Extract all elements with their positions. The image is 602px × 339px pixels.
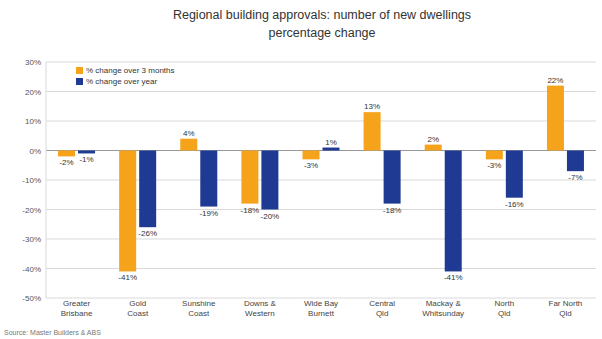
y-tick-label: -30% [22, 235, 41, 244]
x-tick-line: North [495, 299, 515, 308]
bar [425, 145, 442, 151]
grid-line [46, 91, 596, 92]
x-tick-line: Greater [63, 299, 90, 308]
bar [200, 151, 217, 207]
data-label: -2% [59, 158, 73, 167]
bar [486, 151, 503, 160]
x-tick-line: Coast [127, 309, 149, 318]
title-line: Regional building approvals: number of n… [173, 8, 471, 22]
chart: Regional building approvals: number of n… [0, 0, 602, 339]
x-tick-label: SunshineCoast [182, 299, 216, 318]
y-tick-label: -50% [22, 294, 41, 303]
y-axis [46, 62, 47, 298]
bar [180, 139, 197, 151]
data-label: -16% [505, 200, 524, 209]
background [0, 0, 602, 339]
data-label: -19% [199, 209, 218, 218]
bars [58, 86, 584, 272]
x-tick-line: Qld [559, 309, 571, 318]
x-tick-line: Qld [376, 309, 388, 318]
legend-swatch [76, 78, 83, 85]
x-tick-label: GoldCoast [127, 299, 149, 318]
data-label: 22% [547, 76, 563, 85]
x-tick-line: Downs & [244, 299, 277, 308]
x-tick-line: Whitsunday [422, 309, 464, 318]
bar [364, 112, 381, 150]
x-tick-line: Brisbane [61, 309, 93, 318]
legend-label: % change over 3 months [86, 66, 175, 75]
bar [506, 151, 523, 198]
x-tick-line: Mackay & [426, 299, 462, 308]
x-tick-label: Wide BayBurnett [304, 299, 338, 318]
x-tick-line: Central [369, 299, 395, 308]
x-tick-label: Mackay &Whitsunday [422, 299, 464, 318]
x-tick-line: Qld [498, 309, 510, 318]
x-tick-line: Wide Bay [304, 299, 338, 308]
data-label: 2% [427, 135, 439, 144]
y-tick-label: -40% [22, 265, 41, 274]
data-label: 1% [325, 138, 337, 147]
bar [261, 151, 278, 210]
x-tick-line: Burnett [308, 309, 335, 318]
data-label: -20% [261, 212, 280, 221]
data-label: -41% [118, 273, 137, 282]
bar [384, 151, 401, 204]
bar [58, 151, 75, 157]
source: Source: Master Builders & ABS [4, 329, 101, 336]
x-tick-label: GreaterBrisbane [61, 299, 93, 318]
bar [78, 151, 95, 154]
data-label: -7% [568, 173, 582, 182]
bar [445, 151, 462, 272]
y-tick-label: 30% [25, 58, 41, 67]
x-tick-label: CentralQld [369, 299, 395, 318]
grid-line [46, 121, 596, 122]
grid-line [46, 62, 596, 63]
data-label: -3% [304, 161, 318, 170]
bar [323, 148, 340, 151]
bar [547, 86, 564, 151]
x-tick-line: Western [245, 309, 275, 318]
y-tick-label: 20% [25, 88, 41, 97]
x-tick-line: Coast [188, 309, 210, 318]
bar [303, 151, 320, 160]
x-tick-label: NorthQld [495, 299, 515, 318]
data-label: -18% [241, 206, 260, 215]
labels: -2% -41% 4% -18% -3% 13% 2% -3% 22% -1% -26% -19% -2… [59, 76, 582, 283]
bar [567, 151, 584, 172]
y-tick-label: -10% [22, 176, 41, 185]
data-label: -41% [444, 273, 463, 282]
data-label: -18% [383, 206, 402, 215]
x-tick-label: Far NorthQld [549, 299, 583, 318]
title: Regional building approvals: number of n… [173, 8, 471, 40]
x-tick-line: Gold [129, 299, 146, 308]
x-tick-label: Downs &Western [244, 299, 277, 318]
x-tick-line: Sunshine [182, 299, 216, 308]
data-label: -1% [79, 155, 93, 164]
bar [119, 151, 136, 272]
y-tick-label: 10% [25, 117, 41, 126]
title-line: percentage change [268, 26, 375, 40]
data-label: -3% [487, 161, 501, 170]
y-tick-label: 0% [29, 147, 41, 156]
x-tick-line: Far North [549, 299, 583, 308]
legend-label: % change over year [86, 77, 157, 86]
legend-swatch [76, 67, 83, 74]
bar [241, 151, 258, 204]
data-label: 4% [183, 129, 195, 138]
data-label: -26% [138, 229, 157, 238]
data-label: 13% [364, 102, 380, 111]
bar [139, 151, 156, 228]
y-tick-label: -20% [22, 206, 41, 215]
